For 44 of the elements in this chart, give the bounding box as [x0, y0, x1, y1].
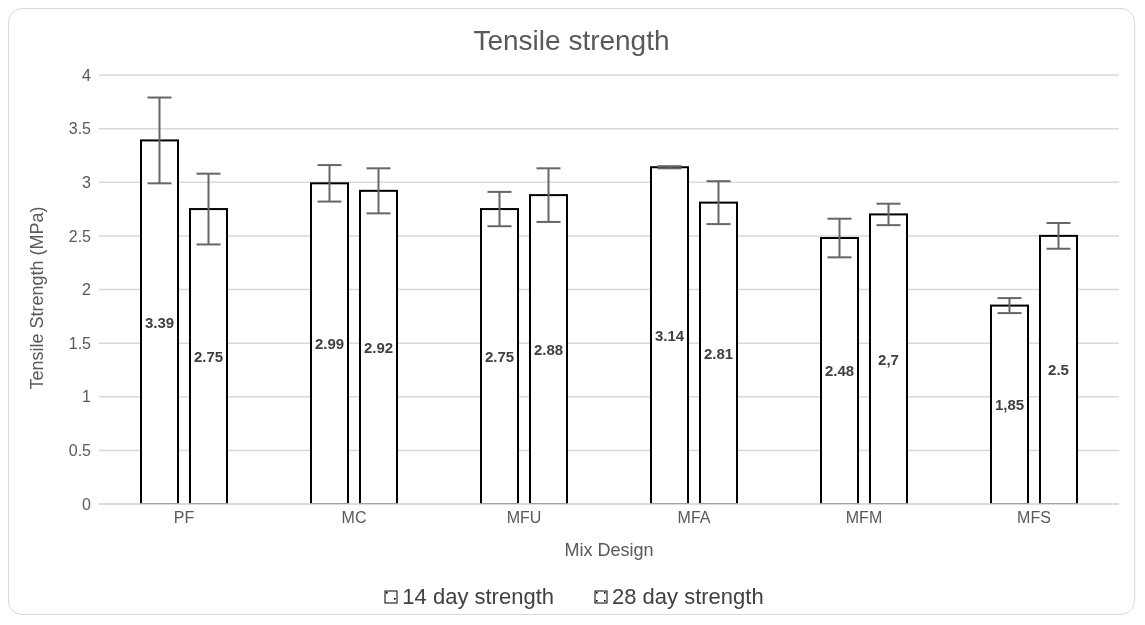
bar: [650, 166, 689, 504]
bar: [1039, 234, 1078, 504]
x-tick-label: MFS: [1017, 509, 1051, 527]
x-tick-label: MFM: [845, 509, 883, 527]
legend-label: 28 day strength: [612, 584, 764, 610]
data-label: 2,7: [878, 350, 899, 368]
bar: [359, 189, 398, 504]
data-label: 3.14: [654, 326, 685, 344]
data-label: 2.5: [1048, 361, 1069, 379]
y-tick-label: 3.5: [68, 120, 92, 138]
chart-title: Tensile strength: [472, 24, 671, 58]
data-label: 2.99: [314, 334, 345, 352]
x-tick-label: MC: [341, 509, 367, 527]
y-axis-title: Tensile Strength (MPa): [27, 206, 48, 390]
x-axis-title: Mix Design: [564, 540, 654, 560]
x-tick-label: MFA: [677, 509, 711, 527]
bar: [820, 237, 859, 504]
y-tick-label: 3: [82, 173, 92, 191]
y-tick-label: 2: [82, 281, 92, 299]
data-label: 2.92: [363, 338, 394, 356]
data-label: 2.75: [193, 347, 224, 365]
y-tick-label: 1: [82, 388, 92, 406]
data-label: 1,85: [994, 396, 1025, 414]
y-tick-label: 1.5: [68, 334, 92, 352]
legend-label: 14 day strength: [402, 584, 554, 610]
bar: [310, 182, 349, 504]
data-label: 2.88: [533, 340, 564, 358]
data-label: 2.48: [824, 362, 855, 380]
bar: [140, 139, 179, 504]
y-tick-label: 2.5: [68, 227, 92, 245]
y-tick-label: 0.5: [68, 442, 92, 460]
data-label: 2.81: [703, 344, 734, 362]
bar: [529, 194, 568, 504]
y-tick-label: 0: [82, 495, 92, 513]
x-tick-label: MFU: [506, 509, 542, 527]
bar: [699, 201, 738, 504]
y-tick-label: 4: [82, 66, 92, 84]
bar: [990, 304, 1029, 504]
bar: [480, 208, 519, 504]
x-tick-label: PF: [173, 509, 195, 527]
bar: [869, 213, 908, 504]
data-label: 3.39: [144, 313, 175, 331]
data-label: 2.75: [484, 347, 515, 365]
bar: [189, 208, 228, 504]
